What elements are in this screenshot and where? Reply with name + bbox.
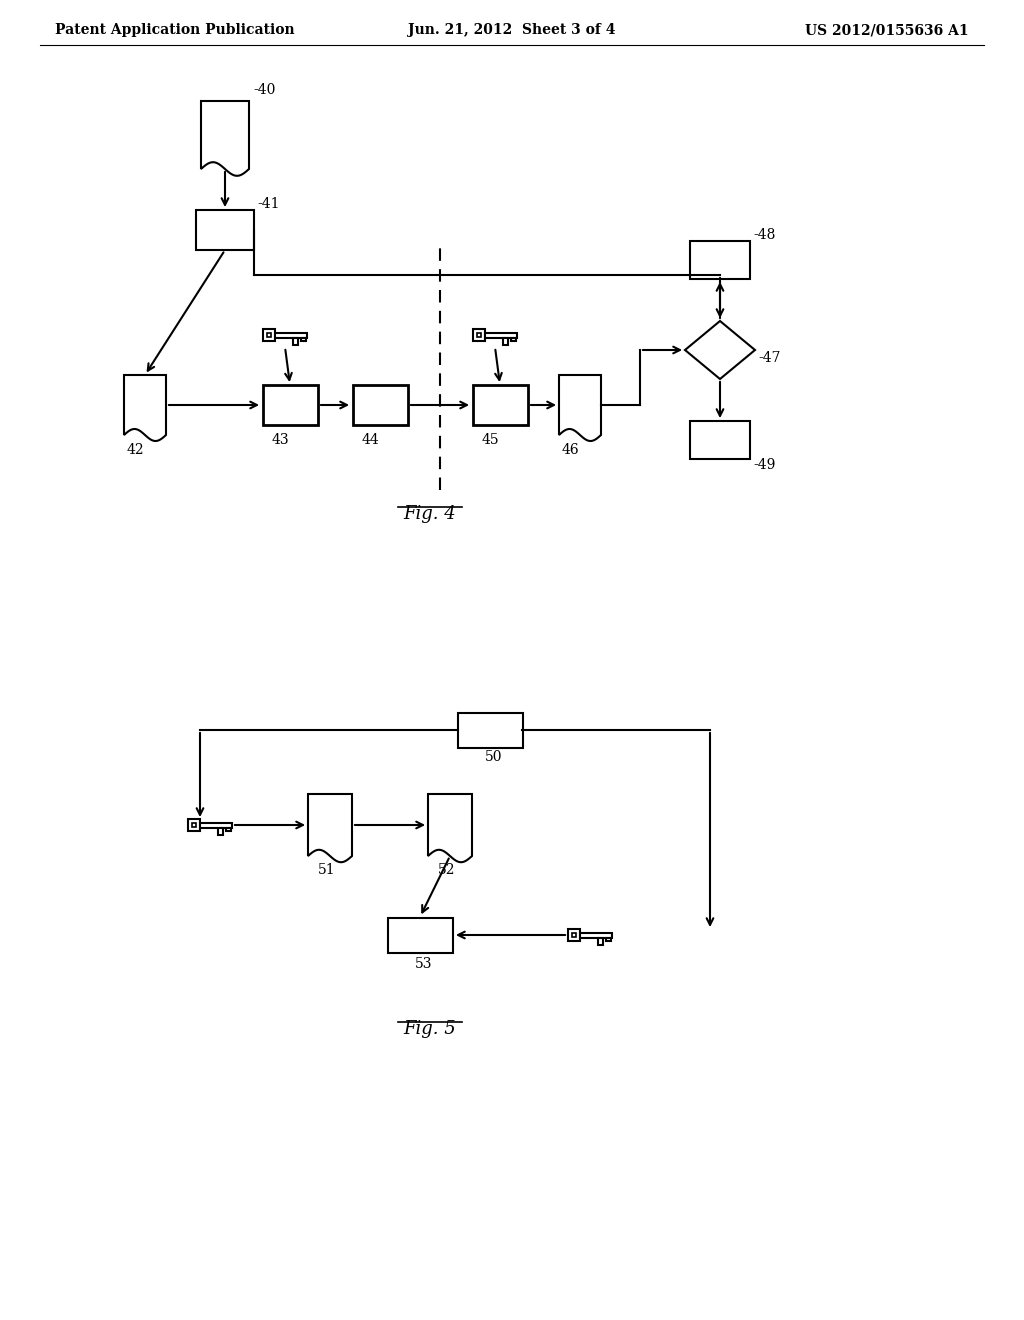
Bar <box>571 933 577 937</box>
Bar <box>580 932 612 937</box>
Text: 50: 50 <box>485 750 503 764</box>
Text: 44: 44 <box>362 433 380 447</box>
Bar <box>275 333 307 338</box>
Bar <box>477 333 481 337</box>
Bar <box>196 210 254 249</box>
Bar <box>301 338 306 342</box>
Bar <box>511 338 516 342</box>
Bar <box>263 329 275 341</box>
Bar <box>568 929 580 941</box>
Bar <box>200 822 232 828</box>
Bar <box>218 828 223 834</box>
Bar <box>485 333 517 338</box>
Text: Fig. 5: Fig. 5 <box>403 1020 457 1038</box>
Bar <box>352 385 408 425</box>
Text: 52: 52 <box>438 863 456 876</box>
Polygon shape <box>685 321 755 379</box>
Polygon shape <box>308 795 352 862</box>
Bar <box>690 242 750 279</box>
Text: Patent Application Publication: Patent Application Publication <box>55 22 295 37</box>
Bar <box>458 713 522 747</box>
Bar <box>191 822 197 828</box>
Text: US 2012/0155636 A1: US 2012/0155636 A1 <box>805 22 969 37</box>
Polygon shape <box>559 375 601 441</box>
Text: -40: -40 <box>253 83 275 96</box>
Bar <box>293 338 298 345</box>
Polygon shape <box>124 375 166 441</box>
Bar <box>267 333 271 337</box>
Bar <box>690 421 750 459</box>
Bar <box>188 818 200 832</box>
Text: 42: 42 <box>127 444 144 457</box>
Polygon shape <box>428 795 472 862</box>
Bar <box>606 937 611 941</box>
Text: -41: -41 <box>257 197 280 211</box>
Polygon shape <box>201 102 249 176</box>
Text: 53: 53 <box>415 957 432 972</box>
Bar <box>226 828 231 832</box>
Text: Jun. 21, 2012  Sheet 3 of 4: Jun. 21, 2012 Sheet 3 of 4 <box>409 22 615 37</box>
Text: 43: 43 <box>272 433 290 447</box>
Bar <box>387 917 453 953</box>
Bar <box>473 329 485 341</box>
Text: -48: -48 <box>753 228 775 242</box>
Bar <box>472 385 527 425</box>
Text: 45: 45 <box>482 433 500 447</box>
Bar <box>598 937 603 945</box>
Text: 51: 51 <box>318 863 336 876</box>
Bar <box>503 338 508 345</box>
Text: -47: -47 <box>758 351 780 366</box>
Text: Fig. 4: Fig. 4 <box>403 506 457 523</box>
Bar <box>262 385 317 425</box>
Text: 46: 46 <box>562 444 580 457</box>
Text: -49: -49 <box>753 458 775 473</box>
